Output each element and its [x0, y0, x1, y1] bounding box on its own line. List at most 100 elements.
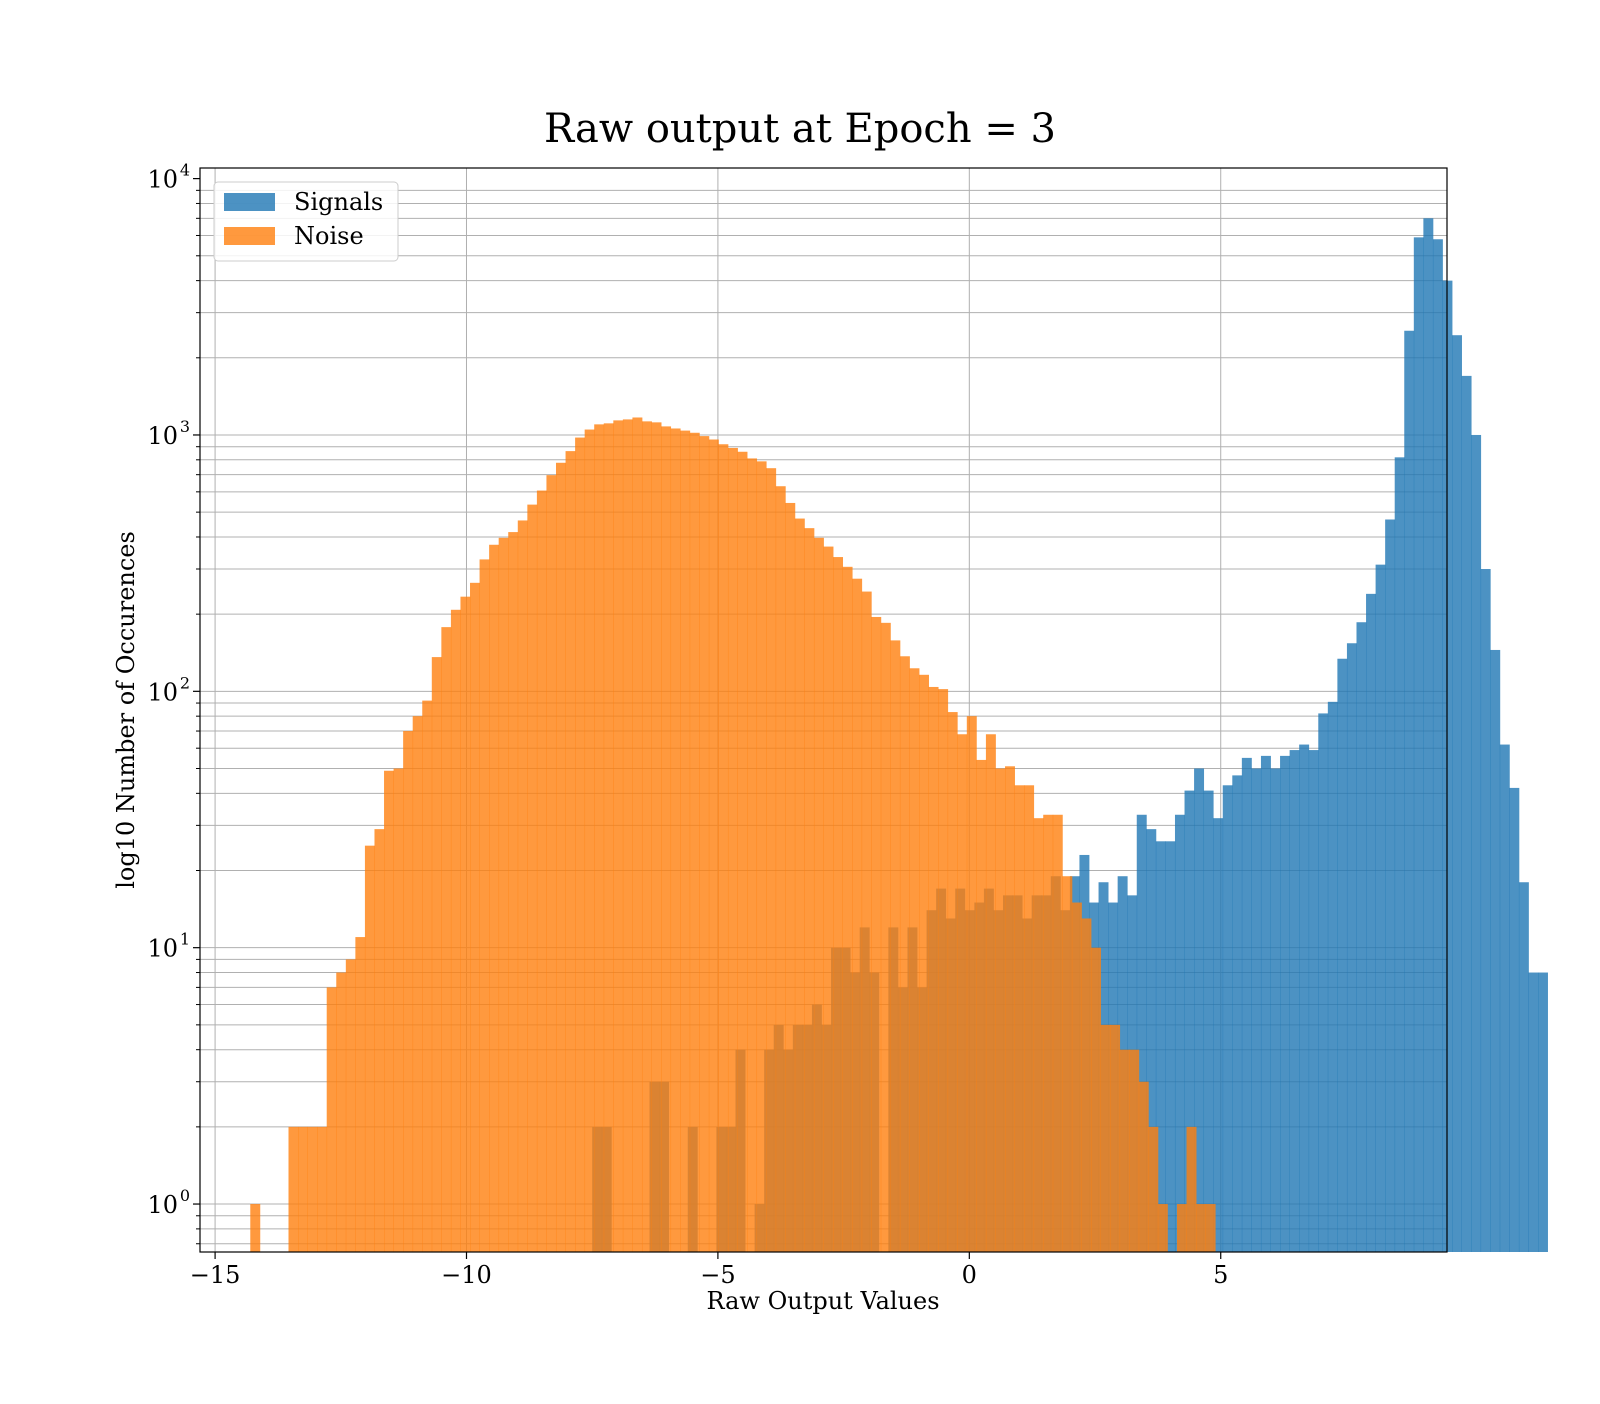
- noise-bar: [966, 716, 977, 1252]
- noise-bar: [384, 770, 394, 1252]
- noise-bar: [718, 444, 729, 1252]
- noise-bar: [307, 1126, 318, 1252]
- noise-series: [250, 417, 1216, 1253]
- noise-bar: [412, 716, 423, 1252]
- signals-bar: [1194, 768, 1205, 1252]
- noise-bar: [661, 426, 672, 1253]
- signals-bar: [1165, 841, 1176, 1252]
- noise-bar: [1033, 818, 1044, 1252]
- noise-bar: [737, 451, 748, 1252]
- noise-bar: [632, 417, 643, 1253]
- signals-bar: [1490, 649, 1501, 1252]
- legend-label-signals: Signals: [294, 188, 383, 216]
- noise-bar: [909, 668, 920, 1252]
- noise-bar: [489, 544, 500, 1252]
- noise-bar: [498, 537, 509, 1252]
- noise-bar: [508, 532, 519, 1252]
- signals-bar: [1184, 790, 1195, 1252]
- noise-bar: [785, 502, 796, 1253]
- noise-bar: [756, 461, 767, 1252]
- noise-bar: [985, 734, 996, 1252]
- signals-bar: [1337, 658, 1348, 1252]
- signals-bar: [1499, 744, 1510, 1252]
- noise-bar: [536, 490, 547, 1252]
- noise-bar: [603, 423, 614, 1252]
- noise-bar: [345, 959, 356, 1252]
- noise-bar: [727, 447, 738, 1252]
- x-tick-label: −5: [700, 1261, 735, 1289]
- noise-bar: [527, 504, 538, 1252]
- legend-label-noise: Noise: [294, 222, 364, 250]
- noise-bar: [699, 436, 710, 1253]
- y-tick-label: 10: [147, 1191, 178, 1219]
- noise-bar: [565, 451, 576, 1252]
- legend-swatch-signals: [224, 193, 275, 211]
- y-tick-exponent: 0: [180, 1186, 190, 1205]
- noise-bar: [890, 640, 901, 1252]
- signals-bar: [1136, 814, 1147, 1252]
- noise-bar: [470, 582, 480, 1252]
- signals-bar: [1471, 434, 1482, 1252]
- signals-bar: [1232, 775, 1243, 1252]
- signals-bar: [1213, 818, 1224, 1252]
- signals-bar: [1270, 768, 1281, 1252]
- noise-bar: [1196, 1204, 1207, 1252]
- y-tick-exponent: 4: [180, 161, 190, 180]
- noise-bar: [336, 972, 347, 1252]
- signals-bar: [1538, 972, 1548, 1252]
- noise-bar: [1091, 947, 1101, 1252]
- signals-bar: [1480, 569, 1491, 1252]
- x-tick-label: 0: [962, 1261, 977, 1289]
- signals-bar: [1318, 713, 1329, 1252]
- noise-bar: [1157, 1204, 1168, 1252]
- noise-bar: [995, 768, 1006, 1252]
- noise-bar: [250, 1204, 261, 1252]
- y-tick-label: 10: [147, 935, 178, 963]
- noise-bar: [928, 686, 939, 1252]
- legend-swatch-noise: [224, 227, 275, 245]
- noise-bar: [317, 1126, 328, 1252]
- noise-bar: [689, 432, 700, 1252]
- signals-bar: [1222, 785, 1233, 1252]
- signals-bar: [1356, 622, 1367, 1252]
- noise-bar: [641, 421, 652, 1252]
- noise-bar: [880, 622, 891, 1252]
- noise-bar: [775, 486, 786, 1253]
- y-tick-label: 10: [147, 422, 178, 450]
- noise-bar: [355, 937, 366, 1252]
- signals-bar: [1260, 755, 1271, 1252]
- noise-bar: [555, 462, 566, 1252]
- noise-bar: [947, 712, 958, 1252]
- noise-bar: [976, 759, 987, 1252]
- signals-bar: [1452, 335, 1462, 1252]
- signals-bar: [1366, 593, 1376, 1252]
- x-tick-label: −10: [441, 1261, 492, 1289]
- signals-bar: [1394, 457, 1405, 1252]
- y-tick-exponent: 3: [180, 417, 190, 436]
- y-tick-exponent: 1: [180, 930, 190, 949]
- signals-bar: [1241, 757, 1252, 1252]
- y-tick-label: 10: [147, 166, 178, 194]
- noise-bar: [374, 829, 385, 1252]
- plot-frame: [199, 167, 1448, 1253]
- signals-bar: [1299, 744, 1310, 1252]
- signals-bar: [1461, 375, 1472, 1252]
- noise-bar: [1062, 876, 1073, 1252]
- signals-bar: [1280, 755, 1291, 1252]
- noise-bar: [288, 1126, 299, 1252]
- noise-bar: [852, 578, 863, 1252]
- noise-bar: [479, 559, 490, 1252]
- noise-bar: [1205, 1204, 1216, 1252]
- noise-bar: [1100, 1024, 1111, 1252]
- noise-bar: [403, 731, 414, 1252]
- signals-bar: [1423, 218, 1434, 1252]
- noise-bar: [1071, 902, 1082, 1252]
- noise-bar: [546, 475, 557, 1252]
- noise-bar: [1052, 814, 1063, 1252]
- signals-bar: [1308, 750, 1319, 1252]
- noise-bar: [298, 1126, 309, 1252]
- noise-bar: [460, 596, 471, 1252]
- signals-bar: [1155, 841, 1166, 1252]
